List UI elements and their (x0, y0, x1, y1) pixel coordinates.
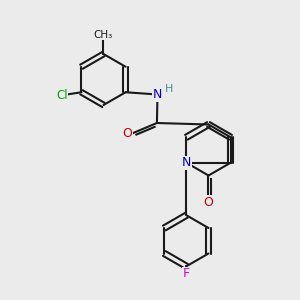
Text: Cl: Cl (56, 89, 68, 102)
Text: F: F (183, 267, 190, 280)
Text: N: N (182, 156, 191, 169)
Text: CH₃: CH₃ (94, 29, 113, 40)
Text: N: N (153, 88, 162, 101)
Text: H: H (165, 84, 173, 94)
Text: O: O (122, 127, 132, 140)
Text: O: O (204, 196, 213, 209)
